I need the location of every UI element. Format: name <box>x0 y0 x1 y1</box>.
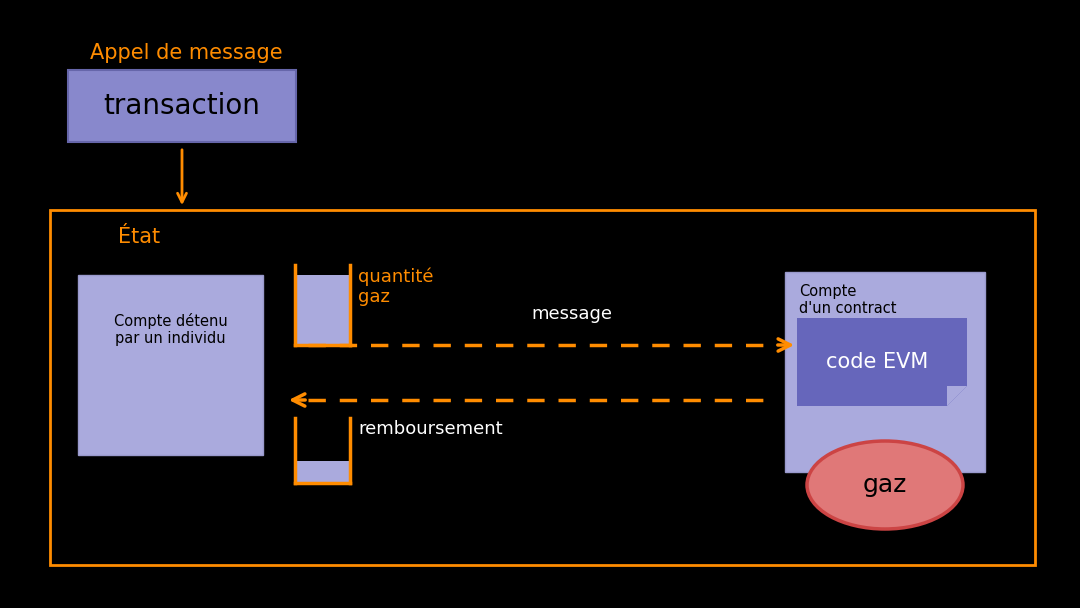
Bar <box>785 272 985 472</box>
Bar <box>295 461 350 483</box>
Ellipse shape <box>807 441 963 529</box>
Polygon shape <box>947 386 967 406</box>
Bar <box>78 275 264 455</box>
Text: État: État <box>118 227 160 247</box>
Bar <box>50 210 1035 565</box>
Text: code EVM: code EVM <box>826 352 928 372</box>
Bar <box>68 70 296 142</box>
Text: gaz: gaz <box>863 473 907 497</box>
Bar <box>295 275 350 345</box>
Polygon shape <box>878 449 892 474</box>
Polygon shape <box>797 318 967 406</box>
Text: Appel de message: Appel de message <box>90 43 283 63</box>
Text: message: message <box>531 305 612 323</box>
Text: quantité
gaz: quantité gaz <box>357 267 433 306</box>
Text: Compte détenu
par un individu: Compte détenu par un individu <box>113 313 228 347</box>
Text: Compte
d'un contract: Compte d'un contract <box>799 284 896 316</box>
Text: transaction: transaction <box>104 92 260 120</box>
Text: remboursement: remboursement <box>357 420 502 438</box>
